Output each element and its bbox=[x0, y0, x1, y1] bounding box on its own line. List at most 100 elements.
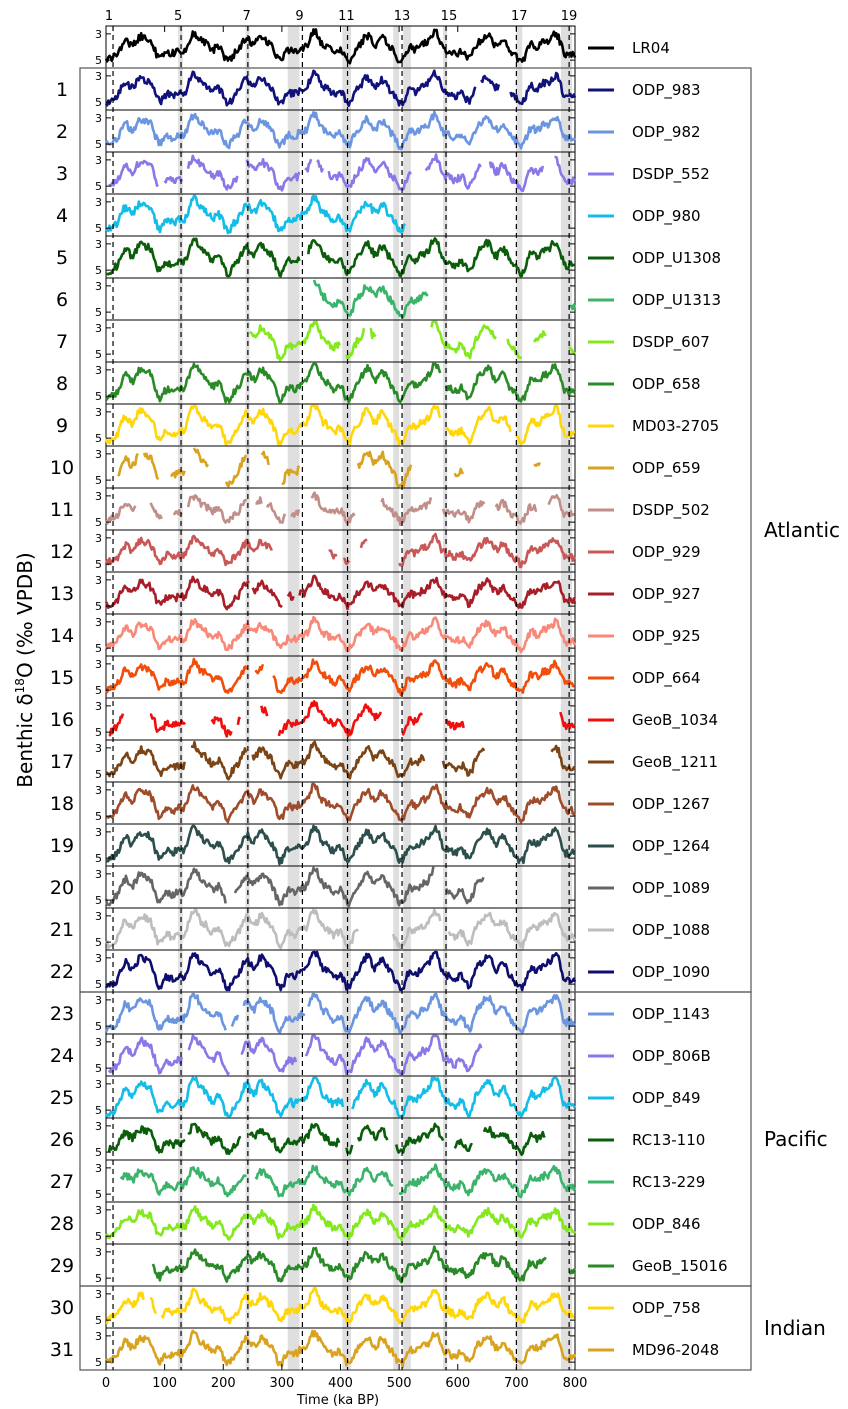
y-tick-label: 3 bbox=[95, 700, 102, 713]
row-index: 15 bbox=[50, 667, 74, 689]
axes: 3513523533543553563573583593510351135123… bbox=[50, 9, 588, 1391]
series-line bbox=[312, 279, 577, 319]
legend-label: ODP_U1308 bbox=[632, 249, 721, 268]
series-line bbox=[107, 1034, 483, 1076]
mis-label: 19 bbox=[561, 9, 578, 24]
series-line bbox=[108, 700, 576, 738]
y-tick-label: 5 bbox=[95, 306, 102, 319]
group-label: Indian bbox=[764, 1316, 826, 1340]
legend-label: ODP_980 bbox=[632, 207, 701, 226]
y-tick-label: 5 bbox=[95, 264, 102, 277]
y-tick-label: 5 bbox=[95, 978, 102, 991]
series-line bbox=[105, 824, 576, 866]
legend-label: ODP_659 bbox=[632, 459, 701, 478]
legend-label: ODP_927 bbox=[632, 585, 701, 604]
row-index: 27 bbox=[50, 1171, 74, 1193]
y-tick-label: 3 bbox=[95, 154, 102, 167]
x-axis-label: Time (ka BP) bbox=[296, 1393, 379, 1408]
panel-frame bbox=[105, 193, 576, 237]
x-tick-label: 300 bbox=[269, 1376, 294, 1391]
series-line bbox=[104, 574, 577, 611]
y-tick-label: 3 bbox=[95, 742, 102, 755]
y-tick-label: 3 bbox=[95, 952, 102, 965]
series-line bbox=[105, 1203, 576, 1242]
y-tick-label: 5 bbox=[95, 642, 102, 655]
x-tick-label: 600 bbox=[445, 1376, 470, 1391]
row-index: 7 bbox=[56, 331, 68, 353]
y-tick-label: 5 bbox=[95, 222, 102, 235]
series-line bbox=[104, 1076, 576, 1118]
mis-label: 13 bbox=[394, 9, 411, 24]
legend-label: ODP_983 bbox=[632, 81, 701, 100]
y-tick-label: 5 bbox=[95, 726, 102, 739]
series-line bbox=[104, 69, 577, 107]
panel-frame bbox=[105, 67, 576, 111]
row-index: 24 bbox=[50, 1045, 74, 1067]
legend-label: RC13-110 bbox=[632, 1131, 705, 1149]
panel-frame bbox=[105, 1201, 576, 1245]
row-index: 19 bbox=[50, 835, 74, 857]
row-index: 28 bbox=[50, 1213, 74, 1235]
y-tick-label: 5 bbox=[95, 180, 102, 193]
legend-label: ODP_1090 bbox=[632, 963, 710, 982]
y-tick-label: 5 bbox=[95, 1230, 102, 1243]
y-tick-label: 5 bbox=[95, 768, 102, 781]
legend-label: ODP_1143 bbox=[632, 1005, 710, 1024]
series-line bbox=[104, 404, 576, 446]
y-tick-label: 5 bbox=[95, 1062, 102, 1075]
y-tick-label: 3 bbox=[95, 532, 102, 545]
panel-frame bbox=[105, 1117, 576, 1161]
row-index: 17 bbox=[50, 751, 74, 773]
y-tick-label: 3 bbox=[95, 784, 102, 797]
panel-frame bbox=[105, 529, 576, 573]
legend-label: ODP_925 bbox=[632, 627, 701, 646]
panel-frame bbox=[105, 949, 576, 993]
row-index: 25 bbox=[50, 1087, 74, 1109]
y-tick-label: 3 bbox=[95, 322, 102, 335]
series-line bbox=[116, 447, 541, 488]
series-line bbox=[105, 1329, 577, 1369]
series-line bbox=[119, 1163, 577, 1199]
panel-frame bbox=[105, 739, 576, 783]
y-tick-label: 3 bbox=[95, 490, 102, 503]
y-tick-label: 5 bbox=[95, 348, 102, 361]
y-tick-label: 3 bbox=[95, 1246, 102, 1259]
row-index: 31 bbox=[50, 1339, 74, 1361]
x-tick-label: 700 bbox=[504, 1376, 529, 1391]
mis-dashed-lines bbox=[112, 26, 570, 1370]
y-tick-label: 3 bbox=[95, 1120, 102, 1133]
row-index: 21 bbox=[50, 919, 74, 941]
series-line bbox=[249, 320, 577, 362]
series-line bbox=[104, 28, 577, 65]
y-tick-label: 5 bbox=[95, 936, 102, 949]
mis-label: 7 bbox=[243, 9, 251, 24]
group-box bbox=[79, 1285, 752, 1371]
legend-label: ODP_929 bbox=[632, 543, 701, 562]
y-tick-label: 5 bbox=[95, 600, 102, 613]
y-tick-label: 3 bbox=[95, 1162, 102, 1175]
legend-label: GeoB_1211 bbox=[632, 753, 718, 772]
y-tick-label: 3 bbox=[95, 868, 102, 881]
y-tick-label: 5 bbox=[95, 516, 102, 529]
row-index: 18 bbox=[50, 793, 74, 815]
y-tick-label: 5 bbox=[95, 54, 102, 67]
panel-frame bbox=[105, 571, 576, 615]
row-index: 2 bbox=[56, 121, 68, 143]
mis-label: 1 bbox=[105, 9, 113, 24]
y-tick-label: 3 bbox=[95, 406, 102, 419]
row-index: 4 bbox=[56, 205, 68, 227]
legend: LR04 ODP_983 ODP_982 DSDP_552 ODP_980 ODP_U13… bbox=[588, 39, 840, 1359]
series-line bbox=[104, 110, 577, 151]
x-tick-label: 400 bbox=[328, 1376, 353, 1391]
mis-label: 9 bbox=[295, 9, 303, 24]
panel-frame bbox=[105, 991, 576, 1035]
y-tick-label: 5 bbox=[95, 810, 102, 823]
legend-label: DSDP_607 bbox=[632, 333, 710, 352]
y-tick-label: 5 bbox=[95, 138, 102, 151]
row-index: 16 bbox=[50, 709, 74, 731]
y-tick-label: 3 bbox=[95, 1036, 102, 1049]
legend-label: MD03-2705 bbox=[632, 417, 719, 435]
series-line bbox=[105, 194, 407, 235]
row-index: 12 bbox=[50, 541, 74, 563]
